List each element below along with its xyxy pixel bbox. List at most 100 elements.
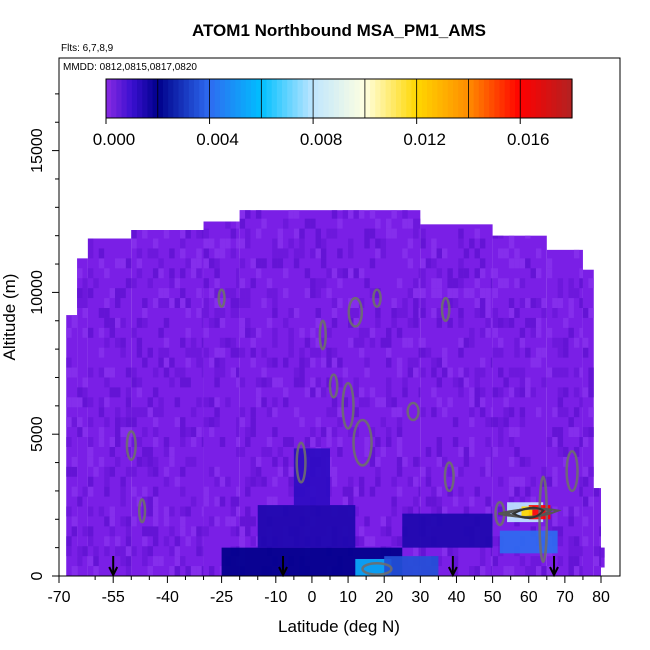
heat-cell — [125, 556, 132, 567]
heat-cell — [380, 337, 387, 348]
heat-cell — [552, 307, 558, 318]
heat-cell — [196, 427, 202, 438]
heat-cell — [492, 307, 499, 318]
heat-cell — [593, 546, 600, 557]
heat-cell — [402, 210, 408, 219]
heat-cell — [552, 367, 558, 378]
profile-arrow-head — [108, 566, 119, 578]
heat-cell — [348, 496, 354, 507]
heat-cell — [490, 446, 493, 457]
heat-cell — [498, 347, 504, 358]
heat-cell — [219, 357, 226, 368]
heat-cell — [142, 230, 148, 239]
heat-cell — [245, 210, 251, 219]
heat-cell — [326, 228, 332, 239]
heat-cell — [326, 437, 332, 447]
heat-cell — [479, 556, 486, 567]
heat-cell — [152, 556, 159, 567]
heat-cell — [230, 307, 237, 318]
heat-cell — [479, 298, 486, 308]
heat-cell — [396, 327, 403, 338]
heat-cell — [386, 347, 392, 358]
heat-cell — [519, 327, 526, 338]
heat-cell — [407, 288, 414, 299]
heat-cell — [358, 397, 365, 408]
heat-cell — [519, 258, 526, 269]
heat-cell — [250, 476, 256, 487]
heat-cell — [261, 397, 267, 408]
heat-cell — [283, 288, 289, 299]
heat-cell — [452, 496, 459, 507]
contour-ring — [352, 418, 373, 467]
heat-cell — [369, 288, 376, 299]
heat-cell — [463, 506, 470, 517]
heat-cell — [485, 466, 491, 477]
heat-cell — [364, 446, 370, 457]
heat-cell — [214, 258, 220, 269]
colorbar-segment — [302, 79, 309, 118]
heat-cell — [230, 248, 237, 259]
heat-cell — [568, 506, 574, 517]
heat-cell — [152, 466, 159, 477]
heat-cell — [152, 506, 159, 517]
heat-cell — [490, 317, 493, 328]
heat-cell — [353, 536, 359, 547]
heat-cell — [169, 446, 175, 457]
heat-cell — [588, 278, 594, 289]
heat-cell — [180, 417, 186, 428]
heat-cell — [158, 268, 164, 279]
heat-cell — [93, 466, 99, 477]
heat-cell — [420, 347, 426, 358]
heat-cell — [214, 367, 220, 378]
heat-cell — [469, 288, 475, 299]
heat-cell — [588, 407, 594, 418]
heat-cell — [353, 317, 359, 328]
x-axis-label: Latitude (deg N) — [278, 617, 400, 636]
heat-cell — [288, 210, 294, 219]
heat-cell — [369, 427, 376, 438]
heat-cell — [214, 317, 220, 328]
heat-cell — [236, 486, 240, 497]
heat-cell — [353, 210, 359, 219]
heat-cell — [402, 387, 408, 398]
heat-cell — [152, 526, 159, 537]
heat-cell — [315, 417, 321, 428]
heat-cell — [353, 387, 359, 398]
heat-cell — [174, 278, 181, 289]
heat-cell — [250, 456, 256, 467]
heat-cell — [147, 248, 153, 259]
heat-cell — [315, 238, 321, 249]
heat-cell — [245, 486, 251, 497]
heat-cell — [66, 546, 72, 557]
heat-cell — [190, 258, 197, 269]
heat-cell — [563, 387, 569, 398]
contour-ring — [295, 441, 307, 484]
heat-cell — [418, 268, 421, 279]
heat-cell — [201, 437, 204, 447]
heat-cell — [413, 367, 419, 378]
heat-cell — [245, 288, 251, 299]
heat-cell — [236, 298, 240, 308]
heat-cell — [104, 486, 110, 497]
heat-cell — [142, 556, 148, 567]
heat-cell — [503, 566, 509, 576]
heat-cell — [375, 248, 381, 259]
heat-cell — [348, 268, 354, 279]
heat-cell — [331, 210, 338, 219]
heat-cell — [158, 288, 164, 299]
heat-cell — [447, 546, 453, 557]
heat-cell — [463, 446, 470, 457]
heat-cell — [530, 357, 536, 368]
heat-cell — [519, 417, 526, 428]
colorbar-segment — [152, 79, 159, 118]
heat-cell — [185, 456, 191, 467]
heat-cell — [315, 347, 321, 358]
x-tick-label: -25 — [210, 589, 233, 606]
heat-cell — [337, 407, 343, 418]
heat-cell — [120, 546, 126, 557]
heat-cell — [579, 367, 583, 378]
heat-cell — [525, 377, 531, 388]
heat-cell — [479, 258, 486, 269]
contour-layer — [125, 288, 579, 576]
heat-cell — [272, 357, 278, 368]
